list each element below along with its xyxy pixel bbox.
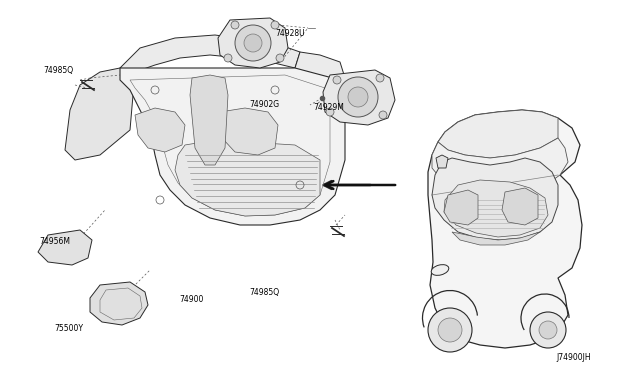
Text: J74900JH: J74900JH xyxy=(557,353,591,362)
Circle shape xyxy=(539,321,557,339)
Circle shape xyxy=(379,111,387,119)
Polygon shape xyxy=(432,158,558,240)
Polygon shape xyxy=(444,180,548,237)
Text: 74956M: 74956M xyxy=(40,237,70,246)
Polygon shape xyxy=(120,68,345,225)
Circle shape xyxy=(276,54,284,62)
Circle shape xyxy=(338,77,378,117)
Circle shape xyxy=(530,312,566,348)
Circle shape xyxy=(271,21,279,29)
Circle shape xyxy=(428,308,472,352)
Circle shape xyxy=(244,34,262,52)
Polygon shape xyxy=(323,70,395,125)
Polygon shape xyxy=(436,155,448,168)
Polygon shape xyxy=(444,190,478,225)
Polygon shape xyxy=(175,140,320,216)
Circle shape xyxy=(326,108,334,116)
Circle shape xyxy=(376,74,384,82)
Polygon shape xyxy=(190,75,228,165)
Polygon shape xyxy=(120,35,300,72)
Polygon shape xyxy=(428,110,582,348)
Polygon shape xyxy=(220,108,278,155)
Text: 74985Q: 74985Q xyxy=(44,66,74,75)
Polygon shape xyxy=(502,188,538,225)
Text: 74902G: 74902G xyxy=(250,100,280,109)
Polygon shape xyxy=(295,52,345,90)
Polygon shape xyxy=(218,18,288,68)
Circle shape xyxy=(224,54,232,62)
Polygon shape xyxy=(452,232,540,245)
Text: 74985Q: 74985Q xyxy=(250,288,280,296)
Circle shape xyxy=(235,25,271,61)
Circle shape xyxy=(348,87,368,107)
Text: 74929M: 74929M xyxy=(314,103,344,112)
Ellipse shape xyxy=(431,264,449,275)
Polygon shape xyxy=(65,68,135,160)
Text: 75500Y: 75500Y xyxy=(54,324,83,333)
Text: 74900: 74900 xyxy=(179,295,204,304)
Polygon shape xyxy=(438,110,558,158)
Polygon shape xyxy=(38,230,92,265)
Polygon shape xyxy=(135,108,185,152)
Circle shape xyxy=(231,21,239,29)
Text: 74928U: 74928U xyxy=(275,29,305,38)
Circle shape xyxy=(333,76,341,84)
Circle shape xyxy=(438,318,462,342)
Polygon shape xyxy=(90,282,148,325)
Polygon shape xyxy=(432,138,568,192)
